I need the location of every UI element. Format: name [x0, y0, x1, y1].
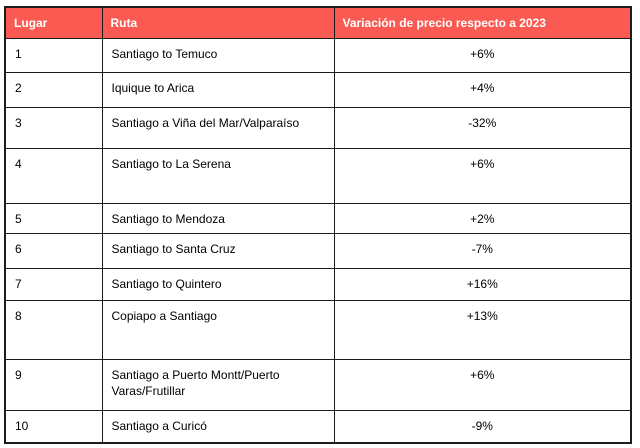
cell-lugar: 2: [4, 71, 103, 108]
table-body: 1 Santiago to Temuco +6% 2 Iquique to Arica +…: [4, 37, 632, 444]
table-row: 5 Santiago to Mendoza +2%: [4, 202, 632, 234]
cell-ruta: Santiago to La Serena: [101, 147, 335, 204]
cell-lugar: 1: [4, 37, 103, 73]
cell-lugar: 10: [4, 409, 103, 444]
cell-ruta: Santiago a Viña del Mar/Valparaíso: [101, 106, 335, 149]
cell-lugar: 8: [4, 299, 103, 360]
cell-ruta: Santiago to Santa Cruz: [101, 232, 335, 269]
cell-ruta: Santiago to Quintero: [101, 267, 335, 301]
route-label: Copiapo a Santiago: [111, 308, 217, 323]
route-label: Santiago a Puerto Montt/Puerto Varas/Fru…: [111, 367, 280, 398]
cell-variacion: +13%: [333, 299, 632, 360]
table-row: 3 Santiago a Viña del Mar/Valparaíso -32%: [4, 106, 632, 149]
table-header: Lugar Ruta Variación de precio respecto …: [4, 6, 632, 39]
route-label: Iquique to Arica: [111, 80, 195, 95]
route-label: Santiago a Viña del Mar/Valparaíso: [111, 115, 300, 130]
table-row: 1 Santiago to Temuco +6%: [4, 37, 632, 73]
cell-lugar: 6: [4, 232, 103, 269]
route-label: Santiago to Santa Cruz: [111, 241, 236, 256]
route-label: Santiago to La Serena: [111, 156, 231, 171]
column-header-lugar: Lugar: [4, 6, 103, 39]
table-row: 9 Santiago a Puerto Montt/Puerto Varas/Fr…: [4, 358, 632, 411]
cell-lugar: 3: [4, 106, 103, 149]
cell-variacion: -32%: [333, 106, 632, 149]
cell-ruta: Santiago a Puerto Montt/Puerto Varas/Fru…: [101, 358, 335, 411]
cell-lugar: 7: [4, 267, 103, 301]
route-label: Santiago to Temuco: [111, 46, 218, 61]
price-variation-table-container: Lugar Ruta Variación de precio respecto …: [4, 6, 632, 444]
cell-variacion: -9%: [333, 409, 632, 444]
cell-variacion: +16%: [333, 267, 632, 301]
cell-variacion: +6%: [333, 37, 632, 73]
table-row: 4 Santiago to La Serena +6%: [4, 147, 632, 204]
table-row: 2 Iquique to Arica +4%: [4, 71, 632, 108]
cell-ruta: Santiago to Temuco: [101, 37, 335, 73]
price-variation-table: Lugar Ruta Variación de precio respecto …: [4, 6, 632, 444]
cell-lugar: 9: [4, 358, 103, 411]
column-header-variacion: Variación de precio respecto a 2023: [333, 6, 632, 39]
cell-ruta: Santiago to Mendoza: [101, 202, 335, 234]
column-header-ruta: Ruta: [101, 6, 335, 39]
cell-lugar: 4: [4, 147, 103, 204]
cell-lugar: 5: [4, 202, 103, 234]
table-row: 10 Santiago a Curicó -9%: [4, 409, 632, 444]
cell-ruta: Santiago a Curicó: [101, 409, 335, 444]
cell-variacion: +2%: [333, 202, 632, 234]
cell-ruta: Iquique to Arica: [101, 71, 335, 108]
cell-ruta: Copiapo a Santiago: [101, 299, 335, 360]
cell-variacion: +4%: [333, 71, 632, 108]
route-label: Santiago to Quintero: [111, 276, 222, 291]
route-label: Santiago a Curicó: [111, 418, 207, 433]
table-header-row: Lugar Ruta Variación de precio respecto …: [4, 6, 632, 39]
table-row: 6 Santiago to Santa Cruz -7%: [4, 232, 632, 269]
table-row: 8 Copiapo a Santiago +13%: [4, 299, 632, 360]
cell-variacion: +6%: [333, 358, 632, 411]
route-label: Santiago to Mendoza: [111, 211, 225, 226]
cell-variacion: -7%: [333, 232, 632, 269]
cell-variacion: +6%: [333, 147, 632, 204]
table-row: 7 Santiago to Quintero +16%: [4, 267, 632, 301]
